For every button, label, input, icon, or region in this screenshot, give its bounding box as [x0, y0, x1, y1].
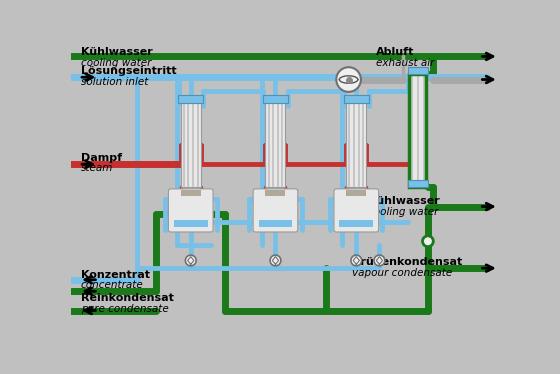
Text: concentrate: concentrate [81, 280, 143, 291]
Text: Dampf: Dampf [81, 153, 122, 163]
Bar [263, 95, 288, 102]
Circle shape [270, 255, 281, 266]
Circle shape [351, 255, 362, 266]
Text: pure condensate: pure condensate [81, 304, 169, 314]
FancyBboxPatch shape [253, 189, 298, 232]
Text: Brüdenkondensat: Brüdenkondensat [352, 257, 463, 267]
Bar [265, 190, 286, 196]
Text: Kühlwasser: Kühlwasser [81, 47, 152, 57]
Text: steam: steam [81, 163, 113, 174]
Text: Kühlwasser: Kühlwasser [368, 196, 440, 206]
Text: Reinkondensat: Reinkondensat [81, 293, 174, 303]
Bar [181, 102, 200, 187]
Text: Abluft: Abluft [376, 47, 414, 57]
Text: Lösungseintritt: Lösungseintritt [81, 67, 176, 76]
Bar [174, 220, 208, 227]
Circle shape [374, 255, 385, 266]
Bar [179, 95, 203, 102]
Bar [344, 95, 368, 102]
Text: cooling water: cooling water [81, 58, 151, 68]
Bar [346, 102, 366, 187]
Bar [408, 180, 428, 187]
Bar [181, 190, 200, 196]
Bar [408, 67, 428, 74]
FancyBboxPatch shape [334, 189, 379, 232]
Bar [265, 102, 286, 187]
Text: vapour condensate: vapour condensate [352, 268, 452, 278]
Bar [409, 74, 426, 187]
Circle shape [422, 236, 433, 246]
Bar [339, 220, 373, 227]
Circle shape [336, 67, 361, 92]
Circle shape [185, 255, 196, 266]
Bar [259, 220, 292, 227]
Text: Konzentrat: Konzentrat [81, 270, 150, 280]
Text: solution inlet: solution inlet [81, 77, 148, 87]
Text: exhaust air: exhaust air [376, 58, 434, 68]
Bar [346, 190, 366, 196]
Text: cooling water: cooling water [368, 206, 438, 217]
FancyBboxPatch shape [169, 189, 213, 232]
Bar [409, 74, 426, 187]
